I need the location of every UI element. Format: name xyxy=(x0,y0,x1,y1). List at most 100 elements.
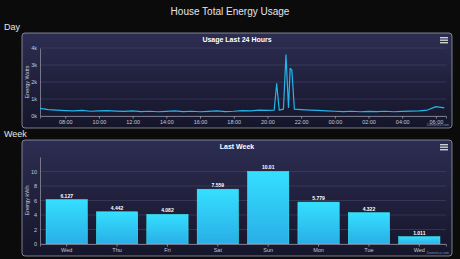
x-tick: Tue xyxy=(364,244,373,253)
x-tick: 08:00 xyxy=(59,116,73,125)
tick-mark xyxy=(267,116,268,119)
x-axis: WedThuFriSatSunMonTueWed xyxy=(41,244,447,253)
tick-label: 04:00 xyxy=(396,119,410,125)
tick-label: 22:00 xyxy=(295,119,309,125)
x-tick: 20:00 xyxy=(261,116,275,125)
bar xyxy=(46,200,87,244)
tick-mark xyxy=(301,116,302,119)
plot-area xyxy=(46,171,440,244)
tick-mark xyxy=(419,244,420,247)
menu-bar[interactable] xyxy=(440,149,448,150)
tick-label: Mon xyxy=(313,247,324,253)
tick-label: 2k xyxy=(31,79,37,85)
menu-icon[interactable] xyxy=(440,37,448,43)
y-tick: 2 xyxy=(34,227,40,233)
bar xyxy=(348,213,389,244)
tick-label: 6 xyxy=(34,198,37,204)
tick-mark xyxy=(133,116,134,119)
x-axis: 08:00 10:00 12:00 14:00 16:00 18:00 20:00 22:00… xyxy=(41,116,447,125)
menu-bar[interactable] xyxy=(440,37,448,38)
grid-line xyxy=(40,48,446,49)
tick-label: 1k xyxy=(31,96,37,102)
tick-label: 14:00 xyxy=(160,119,174,125)
x-tick: 00:00 xyxy=(328,116,342,125)
tick-mark xyxy=(65,116,66,119)
tick-mark xyxy=(335,116,336,119)
grid-line xyxy=(40,82,446,83)
axis-line xyxy=(41,245,447,247)
y-tick: 3k xyxy=(31,62,40,68)
menu-bar[interactable] xyxy=(440,147,448,148)
chart-title: Usage Last 24 Hours xyxy=(202,36,271,44)
y-tick: 0 xyxy=(34,241,40,247)
page: House Total Energy Usage Day Usage Last 24… xyxy=(0,0,460,259)
credits[interactable]: Domoticz.com xyxy=(427,123,449,127)
tick-label: Sat xyxy=(214,247,223,253)
data-label: 7.559 xyxy=(212,182,225,188)
credits[interactable]: Domoticz.com xyxy=(427,251,449,255)
menu-bar[interactable] xyxy=(440,42,448,43)
plot-area xyxy=(40,55,444,112)
grid-line xyxy=(40,186,446,187)
tick-label: 20:00 xyxy=(261,119,275,125)
bar xyxy=(248,171,289,244)
y-axis-title: Energy Watts xyxy=(24,65,30,98)
tick-mark xyxy=(167,244,168,247)
tick-mark xyxy=(268,244,269,247)
menu-icon[interactable] xyxy=(440,144,448,150)
tick-label: Fri xyxy=(164,247,170,253)
x-tick: Mon xyxy=(313,244,324,253)
data-label: 4.442 xyxy=(111,205,124,211)
panel-frame xyxy=(22,140,452,256)
x-tick: Wed xyxy=(414,244,425,253)
x-tick: Sun xyxy=(263,244,273,253)
tick-label: Sun xyxy=(263,247,273,253)
x-tick: Sat xyxy=(214,244,223,253)
x-tick: 14:00 xyxy=(160,116,174,125)
page-title: House Total Energy Usage xyxy=(171,6,290,17)
chart-panel: WeekLast Week0246810Energy kWhWedThuFriS… xyxy=(4,129,452,256)
tick-mark xyxy=(369,116,370,119)
bar xyxy=(197,189,238,244)
section-label: Day xyxy=(4,22,21,32)
tick-label: Wed xyxy=(61,247,72,253)
y-axis: 0246810 xyxy=(31,158,41,248)
data-label: 4.082 xyxy=(161,207,174,213)
tick-label: 12:00 xyxy=(126,119,140,125)
tick-mark xyxy=(318,244,319,247)
tick-label: 10:00 xyxy=(93,119,107,125)
axis-line xyxy=(41,117,447,119)
tick-label: Wed xyxy=(414,247,425,253)
y-tick: 0k xyxy=(31,113,40,119)
x-tick: Fri xyxy=(164,244,170,253)
tick-mark xyxy=(66,244,67,247)
data-labels: 6.1274.4424.0827.55910.015.7794.3221.011 xyxy=(60,164,425,235)
tick-mark xyxy=(234,116,235,119)
tick-mark xyxy=(99,116,100,119)
x-tick: 12:00 xyxy=(126,116,140,125)
bar xyxy=(298,202,339,244)
menu-bar[interactable] xyxy=(440,40,448,41)
tick-mark xyxy=(368,244,369,247)
tick-label: 18:00 xyxy=(227,119,241,125)
grid-line xyxy=(40,200,446,201)
background xyxy=(0,0,460,259)
tick-label: 10 xyxy=(31,169,37,175)
chart-svg: House Total Energy Usage Day Usage Last 24… xyxy=(0,0,460,259)
x-tick: Wed xyxy=(61,244,72,253)
tick-label: 0k xyxy=(31,113,37,119)
x-tick: 16:00 xyxy=(194,116,208,125)
tick-label: 8 xyxy=(34,183,37,189)
tick-mark xyxy=(166,116,167,119)
grid-line xyxy=(40,171,446,172)
tick-label: 16:00 xyxy=(194,119,208,125)
menu-bar[interactable] xyxy=(440,144,448,145)
tick-label: 4k xyxy=(31,45,37,51)
grid-line xyxy=(40,65,446,66)
chart-title: Last Week xyxy=(220,143,255,150)
tick-mark xyxy=(117,244,118,247)
grid xyxy=(40,172,446,245)
y-axis-title: Energy kWh xyxy=(24,186,30,216)
bar xyxy=(96,212,137,244)
axis-line xyxy=(40,49,41,117)
